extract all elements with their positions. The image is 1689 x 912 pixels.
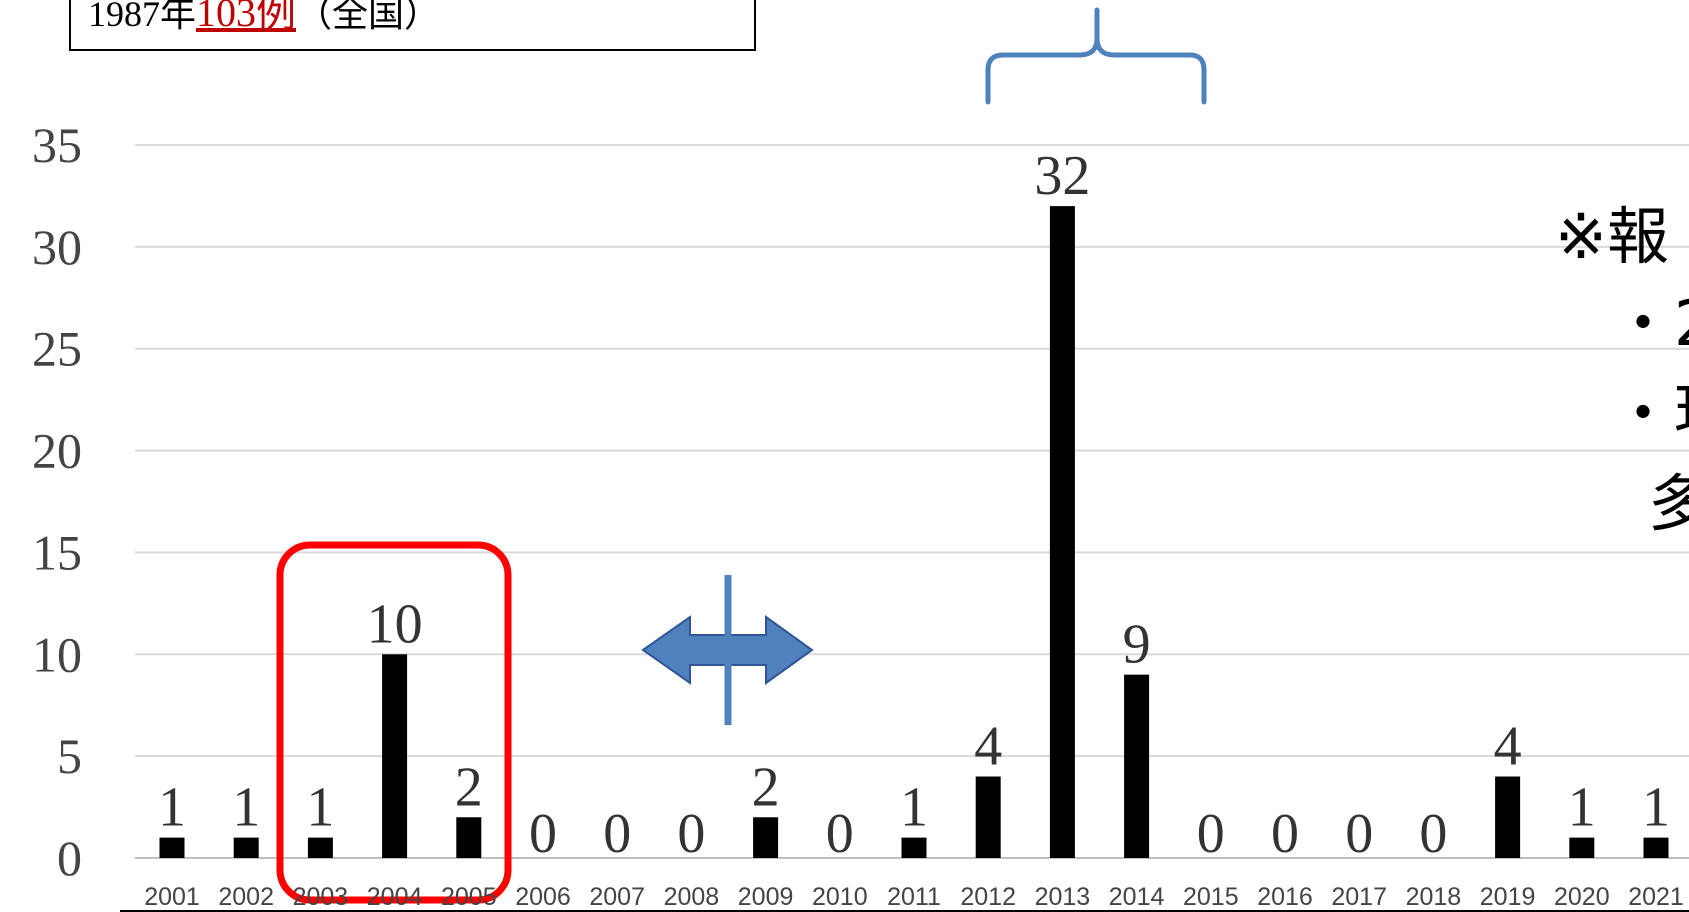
data-label-2011: 1 bbox=[900, 777, 928, 839]
data-label-2017: 0 bbox=[1345, 803, 1373, 865]
data-label-2014: 9 bbox=[1123, 614, 1151, 676]
data-label-2010: 0 bbox=[826, 803, 854, 865]
side-note-line-1: ※報 bbox=[1555, 200, 1669, 273]
data-label-2016: 0 bbox=[1271, 803, 1299, 865]
x-tick-label-2019: 2019 bbox=[1480, 883, 1536, 911]
y-tick-label: 35 bbox=[32, 117, 82, 173]
data-label-2021: 1 bbox=[1642, 777, 1670, 839]
y-tick-label: 30 bbox=[32, 219, 82, 275]
x-tick-label-2011: 2011 bbox=[887, 883, 941, 911]
bar-2013 bbox=[1049, 206, 1075, 859]
data-label-2002: 1 bbox=[232, 777, 260, 839]
y-axis-ticks: 0 5 10 15 20 25 30 35 bbox=[32, 117, 82, 886]
x-tick-label-2020: 2020 bbox=[1554, 883, 1610, 911]
bars bbox=[159, 206, 1669, 859]
data-label-2005: 2 bbox=[455, 756, 483, 818]
y-tick-label: 15 bbox=[32, 524, 82, 580]
data-label-2015: 0 bbox=[1197, 803, 1225, 865]
x-tick-label-2006: 2006 bbox=[515, 883, 571, 911]
bar-2021 bbox=[1643, 837, 1669, 858]
bar-2002 bbox=[233, 837, 259, 858]
x-tick-label-2002: 2002 bbox=[218, 883, 274, 911]
x-axis-labels: 2001 2002 2003 2004 2005 2006 2007 2008 2009 2010… bbox=[144, 883, 1684, 911]
data-label-2013: 32 bbox=[1034, 145, 1090, 207]
x-tick-label-2008: 2008 bbox=[664, 883, 720, 911]
data-label-2019: 4 bbox=[1494, 716, 1522, 778]
y-tick-label: 5 bbox=[57, 728, 82, 784]
data-label-2008: 0 bbox=[677, 803, 705, 865]
x-tick-label-2007: 2007 bbox=[589, 883, 645, 911]
annotation-prefix: 1987年 bbox=[88, 0, 196, 34]
annotation-box: 1987年103例（全国） bbox=[69, 0, 756, 51]
bar-2009 bbox=[753, 817, 779, 858]
data-label-2004: 10 bbox=[367, 593, 423, 655]
x-tick-label-2012: 2012 bbox=[960, 883, 1016, 911]
double-arrow-icon bbox=[641, 575, 814, 725]
bar-2012 bbox=[975, 776, 1001, 858]
x-tick-label-2017: 2017 bbox=[1331, 883, 1387, 911]
bar-2020 bbox=[1569, 837, 1595, 858]
x-tick-label-2004: 2004 bbox=[367, 883, 423, 911]
side-note: ※報 ・20 ・現 多 bbox=[1555, 200, 1689, 540]
data-label-2018: 0 bbox=[1419, 803, 1447, 865]
annotation-highlight: 103例 bbox=[196, 0, 296, 35]
x-tick-label-2010: 2010 bbox=[812, 883, 868, 911]
x-tick-label-2015: 2015 bbox=[1183, 883, 1239, 911]
y-tick-label: 10 bbox=[32, 626, 82, 682]
annotation-box-text: 1987年103例（全国） bbox=[88, 0, 440, 35]
bar-2005 bbox=[456, 817, 482, 858]
x-tick-label-2001: 2001 bbox=[144, 883, 200, 911]
bar-2004 bbox=[382, 654, 408, 858]
data-label-2006: 0 bbox=[529, 803, 557, 865]
x-tick-label-2018: 2018 bbox=[1406, 883, 1462, 911]
x-tick-label-2009: 2009 bbox=[738, 883, 794, 911]
annotation-box-frame bbox=[69, 0, 756, 51]
x-tick-label-2005: 2005 bbox=[441, 883, 497, 911]
bar-2003 bbox=[307, 837, 333, 858]
data-label-2007: 0 bbox=[603, 803, 631, 865]
highlight-box-2003-2005 bbox=[276, 541, 512, 904]
bar-2011 bbox=[901, 837, 927, 858]
curly-brace-icon bbox=[985, 7, 1207, 105]
data-label-2020: 1 bbox=[1568, 777, 1596, 839]
side-note-line-4: 多 bbox=[1648, 467, 1689, 540]
data-label-2003: 1 bbox=[306, 777, 334, 839]
x-tick-label-2003: 2003 bbox=[293, 883, 349, 911]
x-tick-label-2021: 2021 bbox=[1628, 883, 1684, 911]
y-tick-label: 0 bbox=[57, 830, 82, 886]
bar-2019 bbox=[1495, 776, 1521, 858]
bar-2014 bbox=[1124, 674, 1150, 858]
x-tick-label-2013: 2013 bbox=[1035, 883, 1091, 911]
data-label-2001: 1 bbox=[158, 777, 186, 839]
y-tick-label: 20 bbox=[32, 423, 82, 479]
x-tick-label-2014: 2014 bbox=[1109, 883, 1165, 911]
data-label-2012: 4 bbox=[974, 716, 1002, 778]
side-note-line-3: ・現 bbox=[1612, 377, 1689, 450]
y-tick-label: 25 bbox=[32, 321, 82, 377]
side-note-line-2: ・20 bbox=[1612, 287, 1689, 360]
bar-2001 bbox=[159, 837, 185, 858]
annotation-suffix: （全国） bbox=[296, 0, 440, 34]
x-tick-label-2016: 2016 bbox=[1257, 883, 1313, 911]
data-label-2009: 2 bbox=[752, 756, 780, 818]
